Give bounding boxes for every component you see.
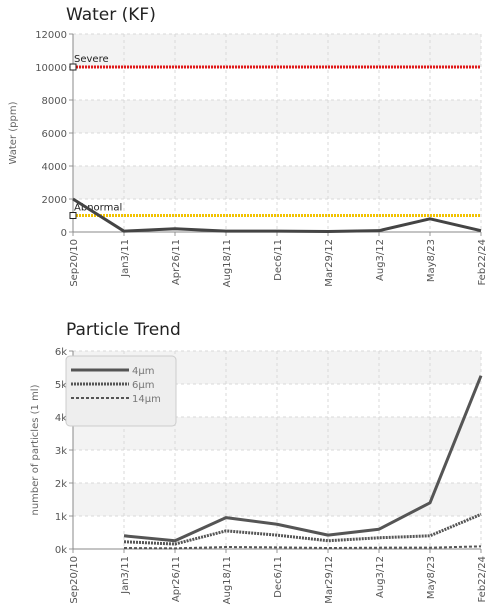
y-tick-label: 6000 — [42, 129, 67, 140]
threshold-label: Severe — [74, 54, 109, 65]
y-tick-label: 5k — [55, 380, 67, 391]
x-tick-label: Feb22/24 — [477, 239, 488, 286]
x-tick-label: Aug3/12 — [375, 239, 386, 281]
series-line-0 — [123, 375, 483, 543]
x-tick-label: Apr26/11 — [171, 556, 182, 602]
x-tick-label: Dec6/11 — [273, 239, 284, 281]
x-tick-label: May8/23 — [426, 239, 437, 282]
legend-label: 6μm — [132, 380, 154, 391]
y-axis-label: number of particles (1 ml) — [30, 384, 41, 515]
grid-band — [73, 34, 481, 67]
threshold-marker — [69, 212, 77, 219]
y-tick-label: 2000 — [42, 195, 67, 206]
y-tick-label: 4000 — [42, 162, 67, 173]
x-tick-label: Feb22/24 — [477, 556, 488, 603]
legend-label: 14μm — [132, 394, 161, 405]
x-tick-label: Aug18/11 — [222, 556, 233, 604]
particle-chart: 0k 1k 2k 3k 4k 5k 6k Sep20/10 Jan3/11 Apr26/11 Aug… — [30, 347, 488, 604]
y-tick-label: 10000 — [35, 63, 67, 74]
threshold-label: Abnormal — [74, 203, 122, 214]
y-tick-label: 8000 — [42, 96, 67, 107]
grid-band — [73, 166, 481, 199]
y-tick-label: 2k — [55, 479, 67, 490]
water-chart-title: Water (KF) — [66, 5, 156, 25]
y-tick-label: 1k — [55, 512, 67, 523]
series-line-0 — [72, 197, 482, 234]
y-tick-label: 0k — [55, 545, 67, 556]
x-tick-label: Sep20/10 — [69, 556, 80, 604]
grid-band — [73, 483, 481, 516]
legend-box — [65, 355, 177, 427]
legend-label: 4μm — [132, 366, 154, 377]
grid-band — [73, 100, 481, 133]
series-line-1 — [123, 512, 482, 546]
x-tick-label: Aug18/11 — [222, 239, 233, 287]
series-line-2 — [123, 545, 482, 550]
y-tick-label: 3k — [55, 446, 67, 457]
threshold-marker — [69, 63, 77, 71]
particle-chart-title: Particle Trend — [66, 320, 181, 340]
x-tick-label: Apr26/11 — [171, 239, 182, 285]
x-tick-label: Dec6/11 — [273, 556, 284, 598]
y-axis-label: Water (ppm) — [8, 101, 19, 164]
y-tick-label: 6k — [55, 347, 67, 358]
x-tick-label: Mar29/12 — [324, 556, 335, 604]
x-tick-label: Mar29/12 — [324, 239, 335, 287]
legend: 4μm 6μm 14μm — [65, 355, 177, 427]
x-tick-label: Jan3/11 — [120, 239, 131, 278]
x-tick-label: Aug3/12 — [375, 556, 386, 598]
x-tick-label: May8/23 — [426, 556, 437, 599]
y-tick-label: 0 — [61, 228, 67, 239]
x-tick-label: Jan3/11 — [120, 556, 131, 595]
y-tick-label: 12000 — [35, 30, 67, 41]
water-chart: 0 2000 4000 6000 8000 10000 12000 Sep20/10 Jan3/… — [8, 30, 488, 287]
y-tick-label: 4k — [55, 413, 67, 424]
x-tick-label: Sep20/10 — [69, 239, 80, 287]
